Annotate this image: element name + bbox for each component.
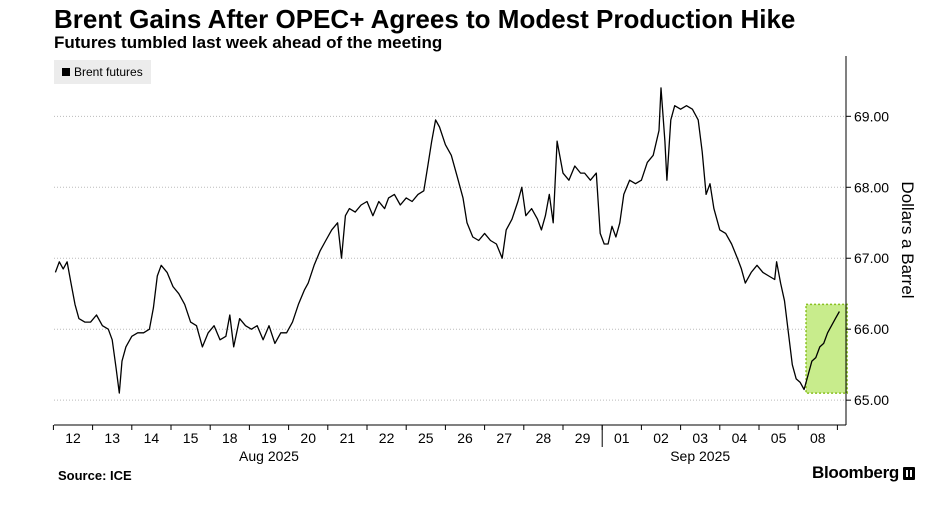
series-layer bbox=[54, 87, 840, 394]
chart-title: Brent Gains After OPEC+ Agrees to Modest… bbox=[54, 4, 796, 34]
grid-lines bbox=[54, 115, 846, 401]
y-tick-label: 68.00 bbox=[854, 179, 889, 195]
source-note: Source: ICE bbox=[58, 468, 132, 483]
legend-label: Brent futures bbox=[74, 65, 143, 79]
x-tick-label: 08 bbox=[810, 430, 826, 446]
y-tick-label: 69.00 bbox=[854, 108, 889, 124]
x-tick-label: 21 bbox=[340, 430, 356, 446]
x-tick-label: 02 bbox=[653, 430, 669, 446]
y-tick-label: 66.00 bbox=[854, 321, 889, 337]
month-label: Sep 2025 bbox=[670, 448, 730, 464]
chart-subtitle: Futures tumbled last week ahead of the m… bbox=[54, 33, 443, 52]
x-tick-label: 22 bbox=[379, 430, 395, 446]
x-tick-label: 26 bbox=[457, 430, 473, 446]
x-tick-label: 13 bbox=[104, 430, 120, 446]
x-tick-label: 04 bbox=[732, 430, 748, 446]
x-tick-label: 05 bbox=[771, 430, 787, 446]
brand-name: Bloomberg bbox=[811, 463, 899, 482]
x-tick-label: 12 bbox=[65, 430, 81, 446]
series-line-brent-futures bbox=[54, 87, 840, 394]
x-tick-label: 25 bbox=[418, 430, 434, 446]
y-tick-label: 65.00 bbox=[854, 392, 889, 408]
y-axis-title: Dollars a Barrel bbox=[898, 181, 917, 298]
x-tick-label: 15 bbox=[183, 430, 199, 446]
x-tick-label: 28 bbox=[536, 430, 552, 446]
x-tick-label: 18 bbox=[222, 430, 238, 446]
x-tick-label: 01 bbox=[614, 430, 630, 446]
legend-swatch bbox=[62, 68, 70, 76]
x-tick-label: 03 bbox=[692, 430, 708, 446]
month-label: Aug 2025 bbox=[239, 448, 299, 464]
highlight-box bbox=[805, 303, 848, 394]
x-tick-label: 19 bbox=[261, 430, 277, 446]
bloomberg-terminal-icon bbox=[903, 466, 915, 480]
x-tick-label: 29 bbox=[575, 430, 591, 446]
highlight-layer bbox=[805, 303, 848, 394]
axes: 65.00 66.00 67.00 68.00 69.00 Dollars a Barre… bbox=[52, 56, 917, 464]
x-tick-label: 27 bbox=[496, 430, 512, 446]
legend: Brent futures bbox=[54, 60, 151, 84]
x-tick-label: 20 bbox=[300, 430, 316, 446]
brand-logo: Bloomberg bbox=[812, 463, 915, 483]
y-tick-label: 67.00 bbox=[854, 250, 889, 266]
x-tick-label: 14 bbox=[144, 430, 160, 446]
